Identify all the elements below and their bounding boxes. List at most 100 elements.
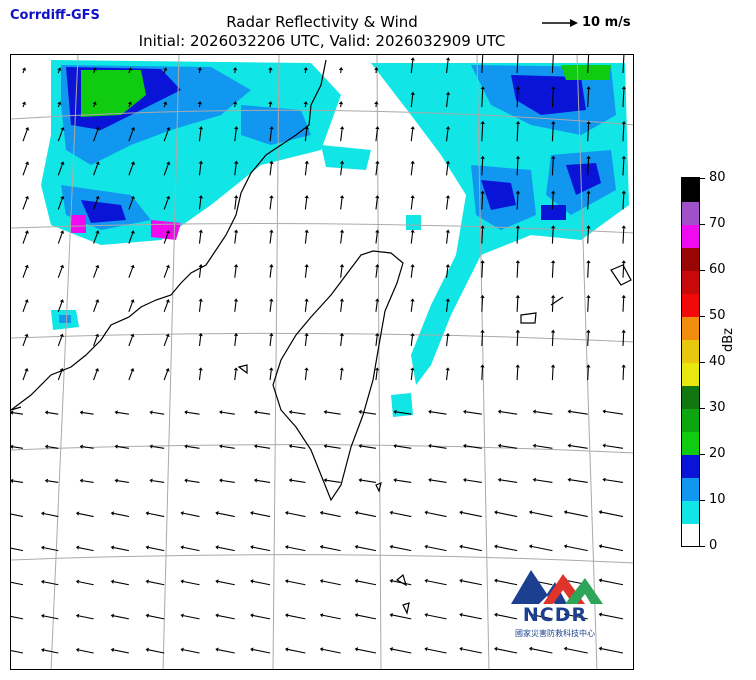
wind-vector-head bbox=[198, 126, 204, 130]
wind-vector-head bbox=[389, 612, 393, 618]
wind-vector bbox=[516, 158, 519, 176]
wind-vector bbox=[481, 158, 484, 176]
colorbar-bin bbox=[682, 224, 699, 248]
wind-vector-head bbox=[550, 225, 556, 229]
wind-vector bbox=[128, 104, 131, 108]
wind-vector bbox=[326, 479, 341, 483]
wind-vector bbox=[163, 104, 166, 108]
wind-vector-head bbox=[110, 613, 115, 618]
wind-vector bbox=[570, 479, 588, 483]
wind-vector bbox=[113, 581, 129, 586]
wind-vector-head bbox=[75, 579, 80, 584]
wind-vector bbox=[183, 580, 200, 586]
wind-vector-head bbox=[24, 230, 29, 234]
wind-vector-head bbox=[198, 195, 204, 199]
wind-vector bbox=[252, 512, 271, 518]
wind-vector-head bbox=[304, 160, 309, 164]
wind-vector bbox=[340, 163, 343, 176]
wind-vector bbox=[551, 228, 554, 244]
wind-vector-head bbox=[60, 230, 65, 234]
wind-vector bbox=[601, 614, 624, 620]
wind-vector-head bbox=[598, 646, 603, 651]
wind-vector-head bbox=[215, 579, 219, 584]
wind-vector-head bbox=[528, 510, 533, 515]
wind-vector-head bbox=[114, 444, 118, 449]
wind-vector bbox=[57, 370, 63, 381]
wind-vector-head bbox=[563, 612, 568, 617]
wind-vector bbox=[357, 614, 377, 620]
wind-vector bbox=[445, 266, 449, 278]
wind-vector-head bbox=[551, 190, 556, 194]
wind-vector-head bbox=[130, 299, 135, 303]
wind-vector-head bbox=[586, 120, 591, 125]
wind-vector bbox=[93, 164, 99, 176]
wind-vector-head bbox=[130, 195, 135, 200]
wind-vector bbox=[304, 335, 308, 347]
colorbar-bin bbox=[682, 178, 699, 202]
wind-vector bbox=[269, 266, 272, 278]
wind-vector-head bbox=[389, 510, 393, 515]
wind-vector bbox=[304, 197, 308, 210]
wind-vector-head bbox=[515, 120, 521, 125]
wind-vector-head bbox=[375, 195, 380, 199]
graticule bbox=[11, 55, 633, 669]
wind-vector bbox=[304, 301, 308, 312]
wind-vector bbox=[361, 411, 377, 415]
wind-vector bbox=[57, 104, 60, 108]
wind-vector-head bbox=[95, 161, 100, 165]
wind-vector bbox=[622, 332, 625, 346]
wind-vector bbox=[551, 297, 554, 312]
wind-vector bbox=[375, 232, 378, 244]
wind-vector bbox=[445, 232, 449, 244]
wind-vector-head bbox=[528, 544, 533, 549]
wind-vector bbox=[516, 193, 519, 210]
wind-vector bbox=[93, 267, 98, 278]
wind-reference-arrow bbox=[542, 19, 578, 27]
wind-vector bbox=[410, 301, 414, 312]
wind-vector-head bbox=[354, 613, 359, 618]
wind-vector bbox=[322, 512, 341, 518]
wind-vector bbox=[410, 232, 414, 244]
wind-vector-head bbox=[11, 478, 14, 484]
wind-vector bbox=[570, 445, 588, 449]
wind-vector bbox=[117, 446, 129, 449]
wind-vector bbox=[218, 580, 235, 586]
wind-vector-head bbox=[232, 67, 238, 71]
wind-vector-head bbox=[586, 364, 591, 368]
wind-vector-head bbox=[163, 101, 168, 106]
wind-vector-head bbox=[149, 478, 153, 483]
wind-vector bbox=[78, 615, 94, 620]
colorbar-bin bbox=[682, 316, 699, 340]
wind-vector-head bbox=[563, 510, 568, 515]
wind-vector bbox=[12, 480, 24, 483]
wind-vector-head bbox=[304, 229, 309, 233]
wind-vector-head bbox=[494, 510, 498, 515]
wind-vector bbox=[566, 545, 588, 552]
wind-vector bbox=[128, 232, 134, 244]
wind-vector bbox=[163, 267, 169, 278]
wind-vector bbox=[218, 649, 235, 654]
wind-vector-head bbox=[79, 444, 83, 449]
wind-vector bbox=[128, 370, 133, 381]
wind-vector-head bbox=[21, 67, 27, 71]
wind-vector bbox=[22, 232, 28, 244]
wind-vector-head bbox=[284, 544, 289, 550]
wind-vector-head bbox=[319, 647, 324, 652]
wind-vector-head bbox=[75, 545, 80, 550]
wind-vector-head bbox=[304, 332, 309, 337]
wind-vector bbox=[601, 511, 624, 518]
wind-vector-head bbox=[233, 160, 239, 164]
wind-vector-head bbox=[621, 329, 626, 333]
wind-vector bbox=[221, 479, 235, 483]
wind-vector bbox=[481, 367, 484, 381]
wind-vector-head bbox=[621, 120, 627, 125]
wind-vector bbox=[218, 546, 235, 552]
colorbar-tick-label: 70 bbox=[709, 216, 726, 231]
wind-vector bbox=[128, 301, 133, 313]
wind-vector-head bbox=[269, 332, 274, 337]
wind-vector-head bbox=[551, 86, 556, 90]
wind-vector-head bbox=[515, 155, 521, 159]
wind-vector-head bbox=[550, 329, 556, 333]
wind-vector bbox=[535, 411, 553, 415]
wind-vector-head bbox=[110, 647, 115, 653]
